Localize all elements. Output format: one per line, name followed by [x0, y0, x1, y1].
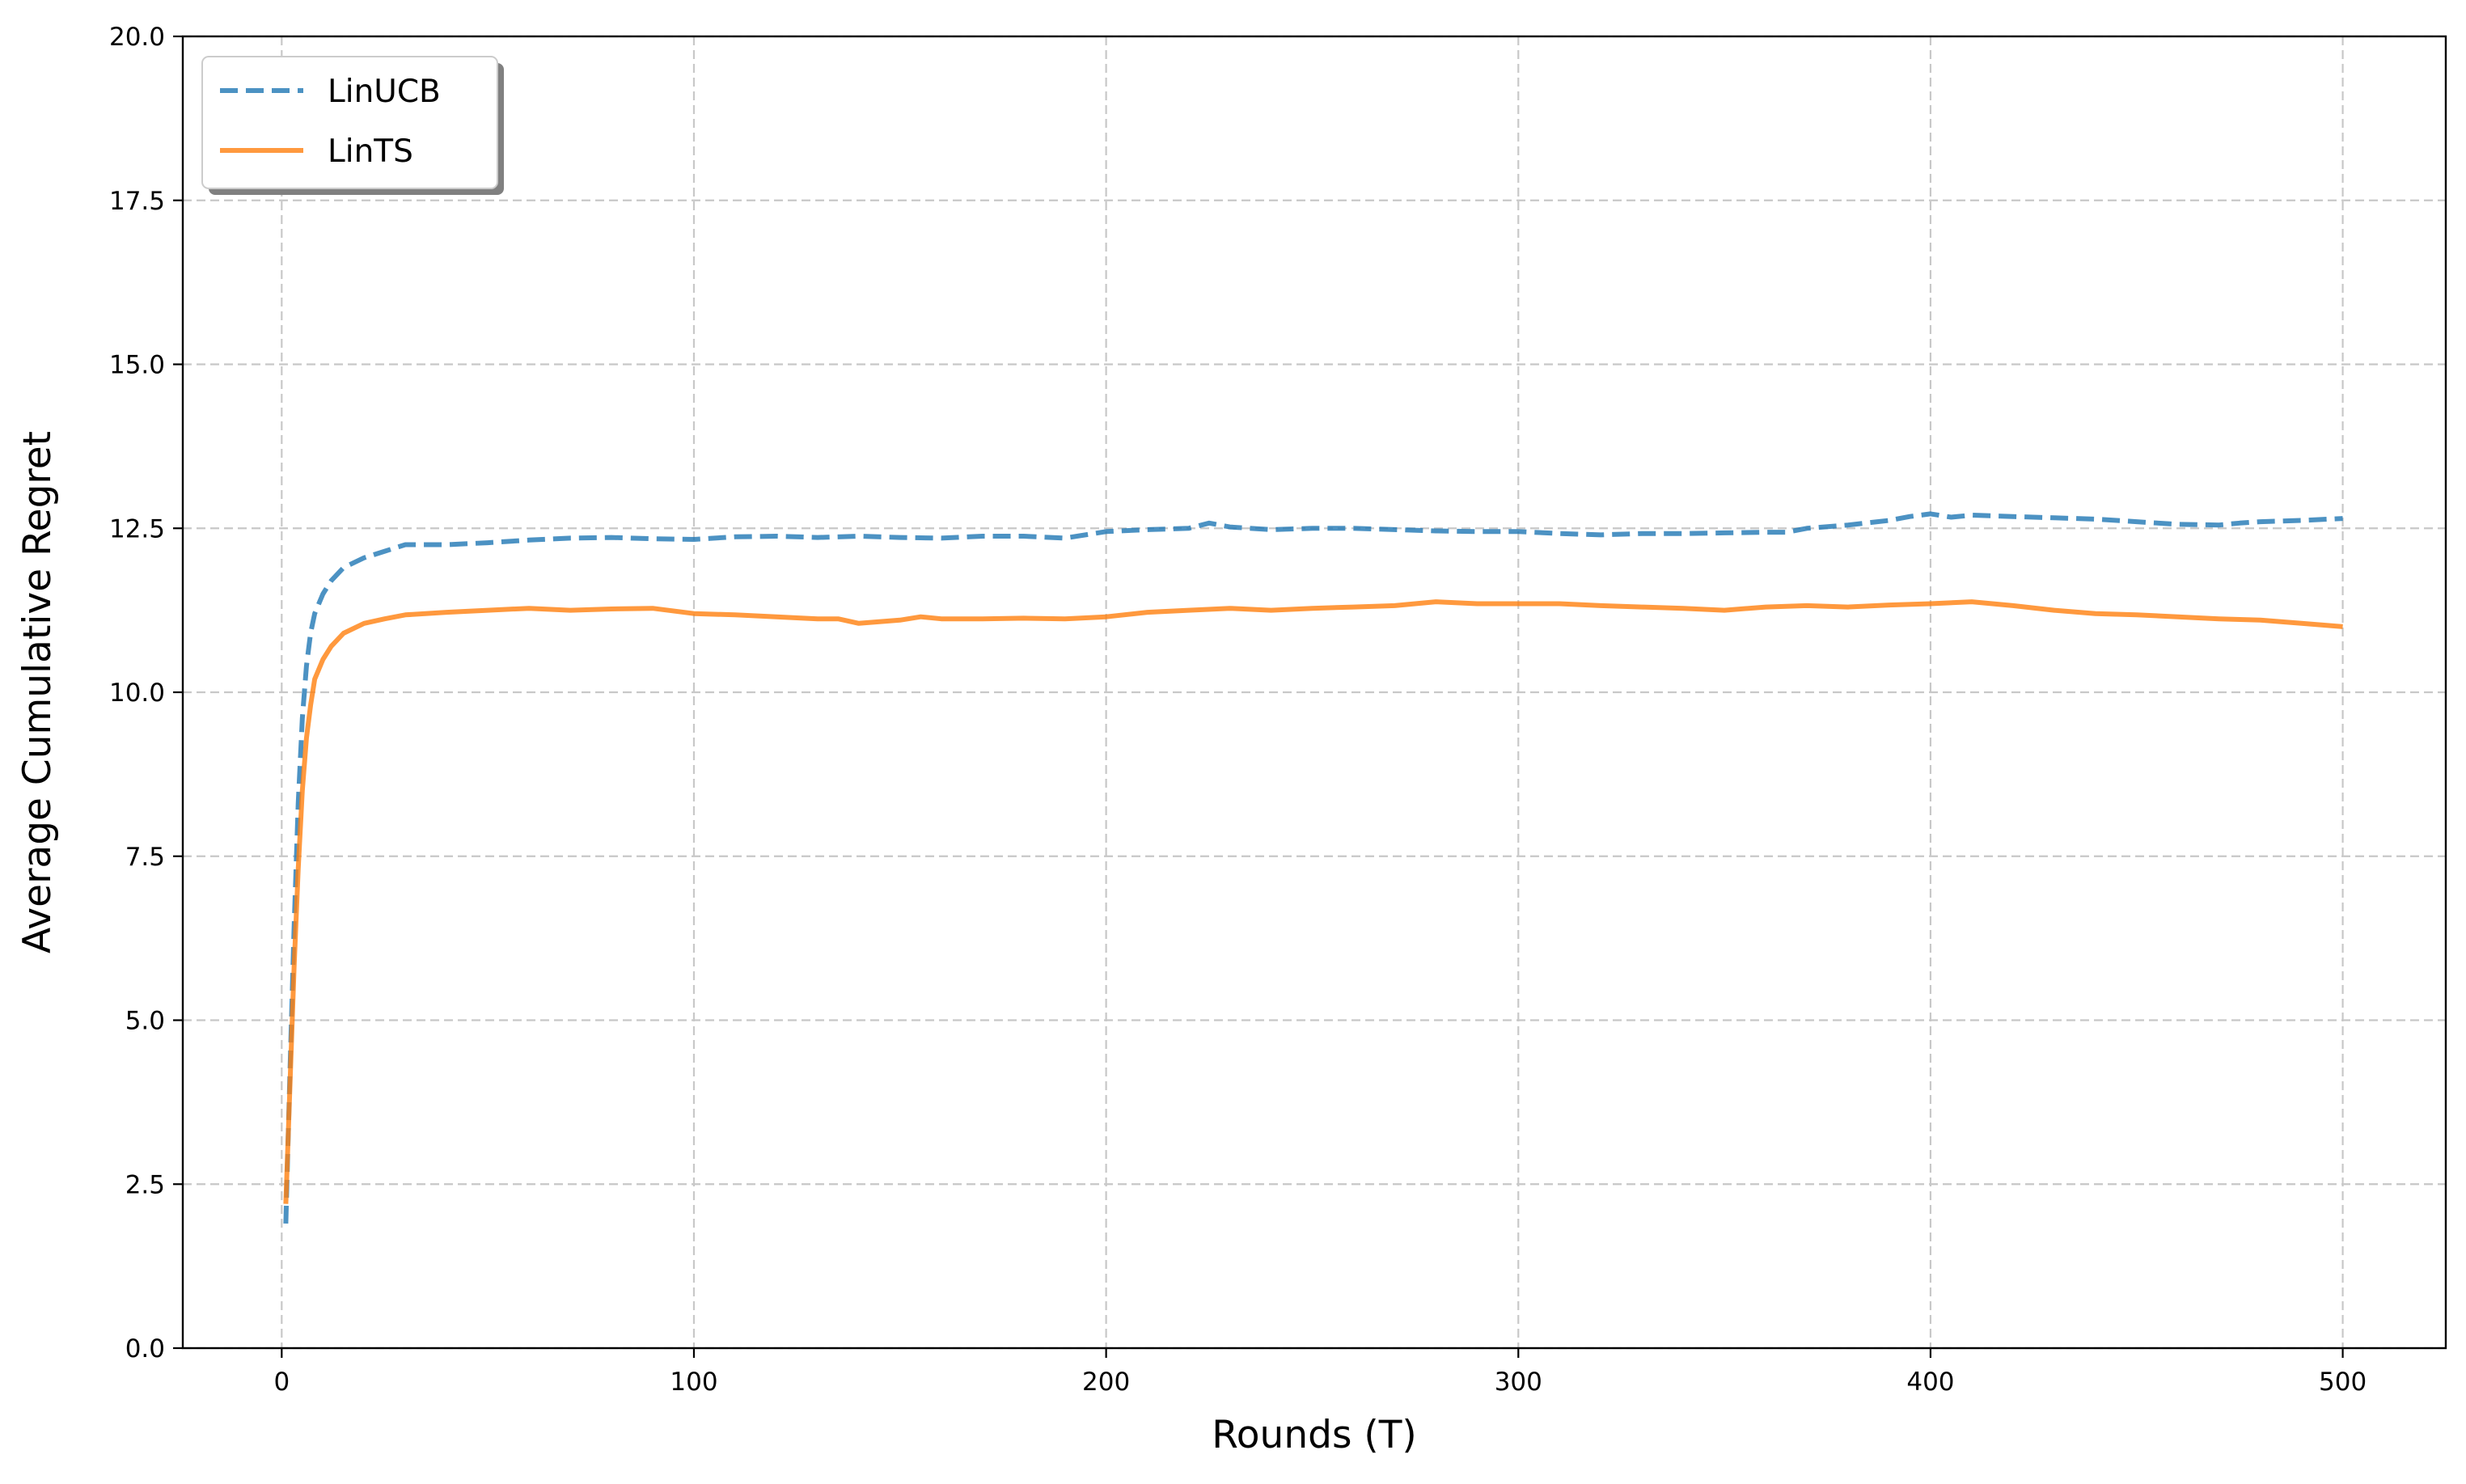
x-axis-label: Rounds (T) [1212, 1413, 1417, 1457]
y-tick-label: 20.0 [109, 23, 165, 52]
y-tick-label: 2.5 [125, 1170, 165, 1199]
series-line-linucb [283, 511, 2343, 1224]
legend-label-lints: LinTS [328, 133, 413, 170]
y-tick-label: 17.5 [109, 187, 165, 216]
y-tick-label: 12.5 [109, 514, 165, 543]
x-tick-label: 400 [1906, 1368, 1954, 1397]
ticks-layer: 0 100 200 300 400 500 0.0 2.5 5.0 7.5 10.0 12.5 15.0… [109, 23, 2367, 1397]
x-tick-label: 0 [273, 1368, 290, 1397]
x-tick-label: 100 [670, 1368, 717, 1397]
y-tick-label: 15.0 [109, 351, 165, 380]
series-layer [283, 511, 2343, 1224]
x-tick-label: 300 [1495, 1368, 1542, 1397]
y-tick-label: 10.0 [109, 679, 165, 708]
x-tick-label: 200 [1082, 1368, 1130, 1397]
legend: LinUCB LinTS [201, 56, 504, 195]
x-tick-label: 500 [2319, 1368, 2367, 1397]
series-line-lints [283, 599, 2343, 1204]
y-tick-label: 5.0 [125, 1007, 165, 1036]
y-tick-label: 7.5 [125, 843, 165, 872]
y-axis-label: Average Cumulative Regret [15, 431, 60, 953]
legend-label-linucb: LinUCB [328, 74, 441, 110]
y-tick-label: 0.0 [125, 1334, 165, 1364]
